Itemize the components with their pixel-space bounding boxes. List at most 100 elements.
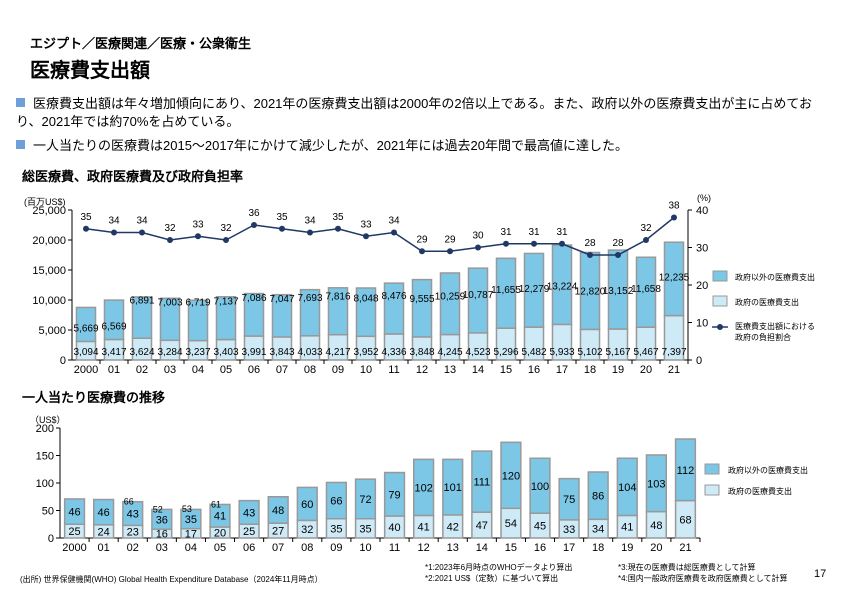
data-label-non-gov: 86 [592,491,604,503]
data-label-non-gov: 7,086 [241,293,266,304]
x-tick-label: 15 [505,542,517,554]
x-tick-label: 20 [650,542,662,554]
x-tick-label: 19 [612,364,624,376]
bar-non-gov [103,299,125,341]
data-label-gov: 54 [505,518,517,530]
line-label: 36 [248,208,260,219]
data-label-non-gov: 11,655 [491,285,521,296]
bar-non-gov [92,498,115,526]
bar-non-gov [187,299,209,342]
bullet-icon [16,98,25,107]
note-1: *1:2023年6月時点のWHOデータより算出 [425,563,573,572]
line-label: 35 [332,212,344,223]
bar-non-gov [63,498,86,526]
data-label-non-gov: 120 [502,470,520,482]
data-label-gov: 3,403 [213,347,238,358]
data-label-gov: 5,467 [633,347,658,358]
bar-non-gov [616,457,638,517]
line-point [167,237,173,243]
bullet-icon [16,140,25,149]
line-point [559,240,565,247]
data-label-non-gov: 112 [677,465,695,477]
x-tick-label: 18 [592,542,604,554]
x-tick-label: 10 [360,364,372,376]
bar-non-gov [411,278,433,338]
legend-swatch [712,270,728,282]
line-label: 31 [500,227,512,238]
y2-tick-label: 20 [696,280,708,292]
y-tick-label: 0 [60,355,66,367]
data-label-gov: 3,094 [73,347,98,358]
x-tick-label: 14 [472,364,484,376]
y-tick-label: 5,000 [38,325,66,337]
x-tick-label: 05 [220,364,232,376]
line-point [587,252,593,258]
data-label-non-gov: 7,693 [297,293,322,304]
line-label: 28 [584,238,596,249]
data-label-gov: 16 [156,529,168,541]
data-label-non-gov: 6,891 [129,295,154,306]
line-point [363,233,369,240]
x-tick-label: 10 [359,542,371,554]
data-label-non-gov: 100 [531,481,549,493]
bar-non-gov [209,503,231,528]
line-label: 34 [304,216,316,227]
y-tick-label: 10,000 [32,295,66,307]
x-tick-label: 19 [621,542,633,554]
line-label: 32 [220,223,232,234]
y-tick-label: 50 [42,506,54,518]
chart1-title: 総医療費、政府医療費及び政府負担率 [22,169,244,184]
bar-non-gov [471,450,493,513]
page-title: 医療費支出額 [30,60,150,82]
line-label: 32 [640,223,652,234]
data-label-non-gov: 36 [156,514,168,526]
bar-non-gov [238,499,260,526]
x-tick-label: 09 [332,364,344,376]
x-tick-label: 06 [243,542,255,554]
data-label-gov: 5,482 [521,347,546,358]
data-label-gov: 5,102 [577,347,602,358]
line-label: 29 [416,234,428,245]
data-label-non-gov: 13,224 [547,281,578,292]
bar-non-gov [412,458,435,517]
bar-non-gov [523,252,545,328]
bullet-1: 医療費支出額は年々増加傾向にあり、2021年の医療費支出額は2000年の2倍以上… [16,95,831,131]
data-label-gov: 41 [621,522,633,534]
y2-tick-label: 0 [696,355,702,367]
bar-non-gov [495,257,517,329]
data-label-gov: 25 [68,526,80,538]
line-point [447,248,453,255]
x-tick-label: 2000 [62,542,86,554]
bar-non-gov [529,457,551,514]
x-tick-label: 14 [476,542,488,554]
x-tick-label: 08 [301,542,313,554]
line-label: 34 [136,216,148,227]
bar-non-gov [325,481,348,520]
stray-label: 53 [182,504,192,514]
breadcrumb: エジプト／医療関連／医療・公衆衛生 [30,36,252,51]
x-tick-label: 06 [248,364,260,376]
line-label: 35 [276,212,288,223]
y-tick-label: 15,000 [32,265,66,277]
x-tick-label: 11 [388,364,399,376]
bar-non-gov [558,477,580,521]
data-label-non-gov: 10,787 [463,290,494,301]
data-label-gov: 48 [650,520,662,532]
data-label-gov: 3,237 [185,347,210,358]
bar-non-gov [151,508,173,530]
data-label-non-gov: 79 [388,489,400,501]
x-tick-label: 17 [556,364,568,376]
data-label-non-gov: 6,719 [185,298,210,309]
x-tick-label: 04 [192,364,204,376]
legend-label: 医療費支出額における [735,321,815,331]
line-point [251,222,257,228]
x-tick-label: 01 [108,364,120,376]
bar-non-gov [607,249,629,330]
legend-swatch [704,484,720,496]
legend-label: 政府の医療費支出 [728,486,792,496]
data-label-non-gov: 60 [301,499,313,511]
line-point [531,240,537,247]
x-tick-label: 17 [563,542,575,554]
data-label-non-gov: 12,235 [659,273,690,284]
